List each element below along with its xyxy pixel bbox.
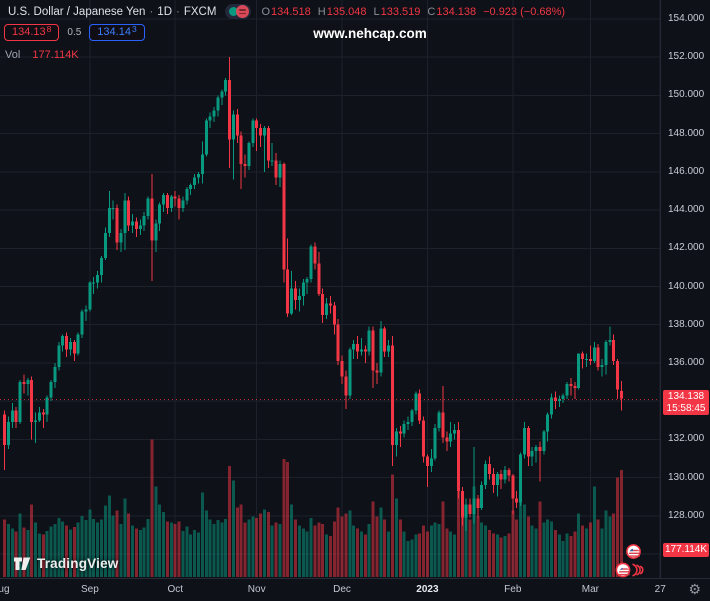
open-value: 134.518 [271,5,311,18]
buy-price-value: 134.14 [97,26,131,38]
separator-dot: · [176,5,180,18]
quote-buttons-row: 134.138 0.5 134.143 [4,24,145,41]
last-price-tag: 134.138 15:58:45 [663,390,709,415]
spread-value: 0.5 [67,27,82,38]
close-value: 134.138 [436,5,477,18]
price-axis-label: 154.000 [668,13,705,24]
price-axis-label: 152.000 [668,51,705,63]
price-axis-label: 130.000 [668,471,705,483]
time-axis-label: Aug [0,584,10,595]
low-value: 133.519 [380,5,421,18]
time-axis-label: 27 [654,584,666,595]
close-label: C [427,5,436,18]
price-axis-label: 136.000 [668,356,705,368]
low-label: L [373,5,380,18]
symbol-title-row: U.S. Dollar / Japanese Yen · 1D · FXCM O… [8,4,565,19]
volume-label[interactable]: Vol [5,49,21,61]
high-label: H [317,5,326,18]
price-axis-label: 148.000 [668,127,705,139]
time-axis-label: Nov [247,584,266,595]
sell-price-value: 134.13 [12,26,46,38]
watermark: www.nehcap.com [313,26,427,41]
price-axis-label: 150.000 [668,89,705,101]
time-axis-label: Feb [504,584,522,595]
price-axis[interactable]: 126.000128.000130.000132.000134.000136.0… [660,0,710,578]
price-axis-label: 144.000 [668,204,705,216]
ohlc-readout: O 134.518 H 135.048 L 133.519 C 134.138 −0.9… [261,6,565,18]
price-axis-label: 132.000 [668,433,705,445]
change-value: −0.923 (−0.68%) [483,5,566,18]
buy-price-sup-digit: 3 [131,24,137,34]
time-axis-label: Mar [581,584,599,595]
chart-legend: U.S. Dollar / Japanese Yen · 1D · FXCM O… [8,4,565,19]
volume-value: 177.114K [32,49,79,61]
price-axis-label: 140.000 [668,280,705,292]
symbol-title[interactable]: U.S. Dollar / Japanese Yen [8,5,146,18]
volume-tag-value: 177.114K [664,544,708,555]
price-axis-label: 138.000 [668,318,705,330]
market-status-dot-icon [229,7,239,16]
time-axis[interactable]: ⚙ Aug Sep Oct Nov Dec 2023 Feb Mar 27 [0,578,710,601]
economic-event-cluster-icon[interactable] [615,562,645,583]
buy-price-button[interactable]: 134.143 [89,24,145,41]
time-axis-label: Oct [167,584,183,595]
legend-menu-icon[interactable] [236,5,250,18]
time-axis-label: Sep [80,584,99,595]
price-axis-label: 128.000 [668,509,705,521]
exchange-label[interactable]: FXCM [183,5,217,18]
sell-price-sup-digit: 8 [46,24,52,34]
high-value: 135.048 [326,5,367,18]
settings-gear-icon[interactable]: ⚙ [688,581,701,597]
time-axis-label: 2023 [416,584,439,595]
economic-event-flag-icon[interactable] [626,544,641,564]
separator-dot: · [149,5,154,18]
bar-countdown: 15:58:45 [666,402,706,414]
tradingview-logo-glyph [14,557,31,570]
last-price-tag-value: 134.138 [667,391,705,402]
volume-tag: 177.114K [663,543,709,557]
price-axis-label: 142.000 [668,242,705,254]
sell-price-button[interactable]: 134.138 [4,24,60,41]
tradingview-logo[interactable]: TradingView [14,556,118,571]
price-axis-label: 146.000 [668,165,705,177]
interval-label[interactable]: 1D [157,5,172,18]
open-label: O [261,5,270,18]
legend-toggle[interactable] [225,4,252,19]
tradingview-logo-text: TradingView [37,556,119,571]
candlestick-chart-canvas[interactable] [0,0,660,578]
volume-readout: Vol 177.114K [5,49,79,61]
time-axis-label: Dec [333,584,351,595]
